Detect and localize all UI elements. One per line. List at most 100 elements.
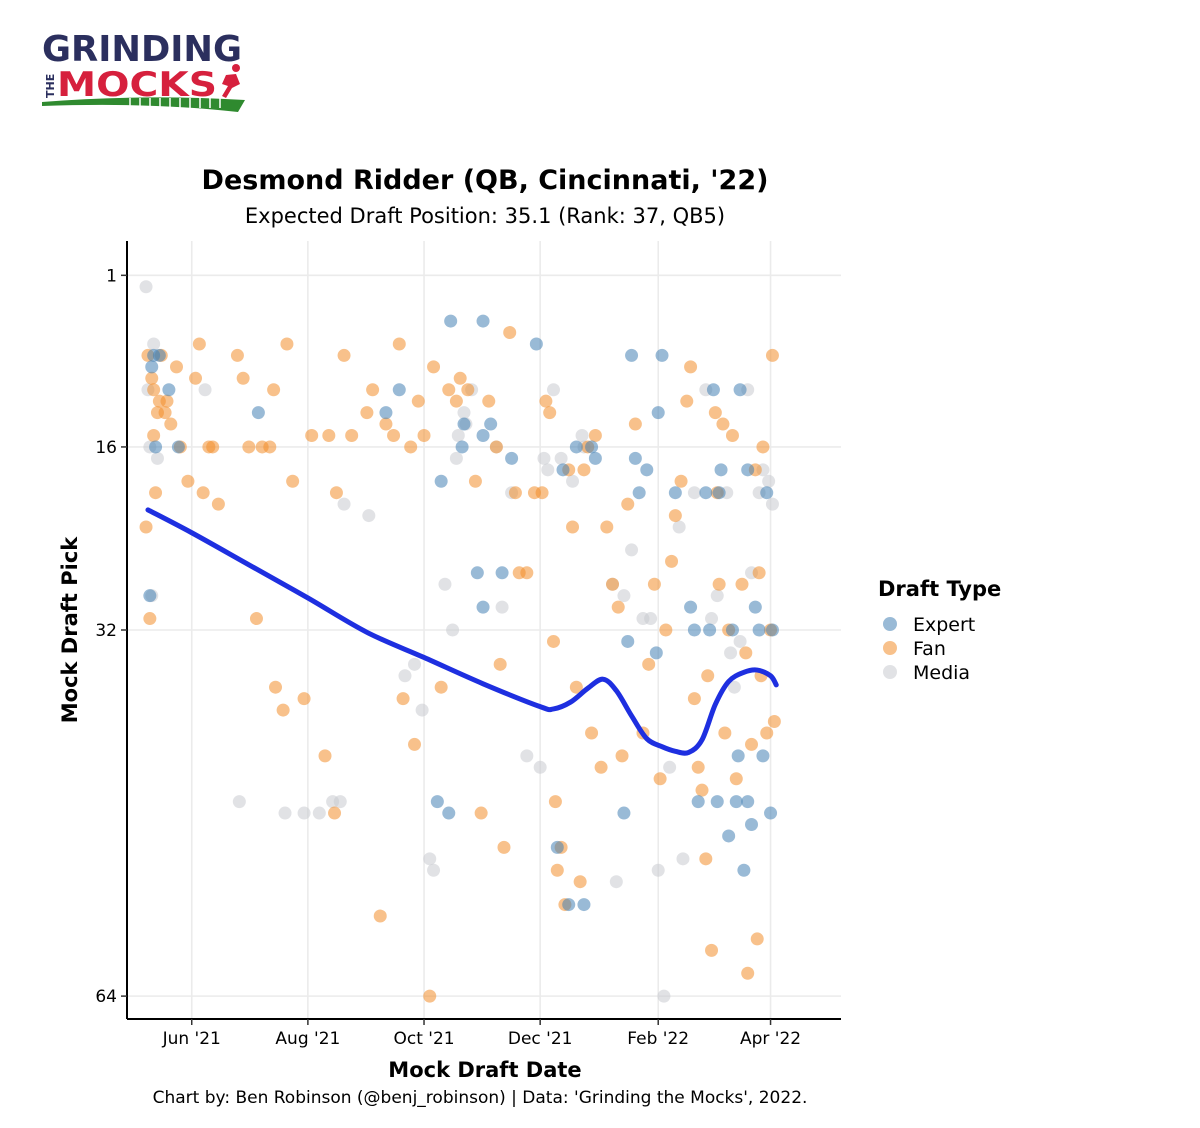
- point-fan: [535, 486, 549, 500]
- point-expert: [741, 795, 755, 809]
- point-media: [337, 497, 351, 511]
- point-media: [150, 451, 164, 465]
- point-expert: [143, 589, 157, 603]
- point-fan: [546, 634, 560, 648]
- point-media: [687, 486, 701, 500]
- point-fan: [668, 509, 682, 523]
- legend-key-fan: [883, 641, 897, 655]
- point-fan: [139, 520, 153, 534]
- trend-line: [145, 507, 779, 756]
- point-media: [710, 589, 724, 603]
- point-media: [566, 474, 580, 488]
- point-fan: [493, 657, 507, 671]
- point-media: [495, 600, 509, 614]
- y-tick-label: 64: [95, 987, 117, 1007]
- point-media: [457, 406, 471, 420]
- point-expert: [722, 829, 736, 843]
- point-expert: [455, 440, 469, 454]
- point-fan: [594, 760, 608, 774]
- point-media: [449, 451, 463, 465]
- point-expert: [628, 451, 642, 465]
- point-fan: [297, 692, 311, 706]
- point-expert: [668, 486, 682, 500]
- point-fan: [411, 394, 425, 408]
- point-media: [672, 520, 686, 534]
- point-fan: [181, 474, 195, 488]
- point-fan: [606, 577, 620, 591]
- point-fan: [647, 577, 661, 591]
- point-expert: [651, 406, 665, 420]
- point-fan: [242, 440, 256, 454]
- logo-line1: GRINDING: [42, 29, 242, 70]
- point-media: [408, 657, 422, 671]
- point-fan: [149, 486, 163, 500]
- point-expert: [640, 463, 654, 477]
- point-expert: [145, 360, 159, 374]
- point-expert: [251, 406, 265, 420]
- point-fan: [192, 337, 206, 351]
- chart-subtitle: Expected Draft Position: 35.1 (Rank: 37,…: [245, 204, 725, 228]
- point-expert: [756, 749, 770, 763]
- point-fan: [653, 772, 667, 786]
- point-expert: [171, 440, 185, 454]
- point-fan: [750, 932, 764, 946]
- legend-label-fan: Fan: [913, 638, 946, 660]
- point-fan: [600, 520, 614, 534]
- point-expert: [691, 795, 705, 809]
- point-fan: [739, 646, 753, 660]
- point-fan: [628, 417, 642, 431]
- point-fan: [328, 806, 342, 820]
- legend-key-expert: [883, 617, 897, 631]
- point-media: [438, 577, 452, 591]
- point-fan: [705, 943, 719, 957]
- point-fan: [379, 417, 393, 431]
- point-expert: [699, 486, 713, 500]
- point-fan: [423, 989, 437, 1003]
- point-media: [533, 760, 547, 774]
- legend-key-media: [883, 665, 897, 679]
- point-fan: [752, 566, 766, 580]
- point-media: [651, 863, 665, 877]
- point-fan: [712, 577, 726, 591]
- point-fan: [276, 703, 290, 717]
- runner-icon: [222, 64, 240, 98]
- point-fan: [286, 474, 300, 488]
- point-media: [398, 669, 412, 683]
- point-fan: [373, 909, 387, 923]
- point-media: [446, 623, 460, 637]
- point-fan: [497, 840, 511, 854]
- point-media: [554, 451, 568, 465]
- point-fan: [147, 429, 161, 442]
- point-media: [625, 543, 639, 557]
- point-expert: [632, 486, 646, 500]
- point-media: [198, 383, 212, 397]
- point-expert: [495, 566, 509, 580]
- point-fan: [434, 680, 448, 694]
- point-fan: [392, 337, 406, 351]
- point-expert: [684, 600, 698, 614]
- point-expert: [655, 348, 669, 362]
- point-expert: [470, 566, 484, 580]
- point-fan: [468, 474, 482, 488]
- point-media: [705, 612, 719, 626]
- x-tick-label: Aug '21: [275, 1029, 340, 1049]
- point-media: [609, 875, 623, 889]
- point-fan: [482, 394, 496, 408]
- point-media: [297, 806, 311, 820]
- point-fan: [329, 486, 343, 500]
- point-fan: [267, 383, 281, 397]
- point-fan: [503, 326, 517, 340]
- point-media: [415, 703, 429, 717]
- point-expert: [687, 623, 701, 637]
- chart-caption: Chart by: Ben Robinson (@benj_robinson) …: [153, 1088, 808, 1108]
- point-fan: [249, 612, 263, 626]
- point-fan: [263, 440, 277, 454]
- point-expert: [430, 795, 444, 809]
- y-tick-label: 32: [95, 621, 117, 641]
- yard-lines: [129, 98, 221, 108]
- point-expert: [562, 898, 576, 912]
- point-fan: [659, 623, 673, 637]
- point-media: [139, 280, 153, 294]
